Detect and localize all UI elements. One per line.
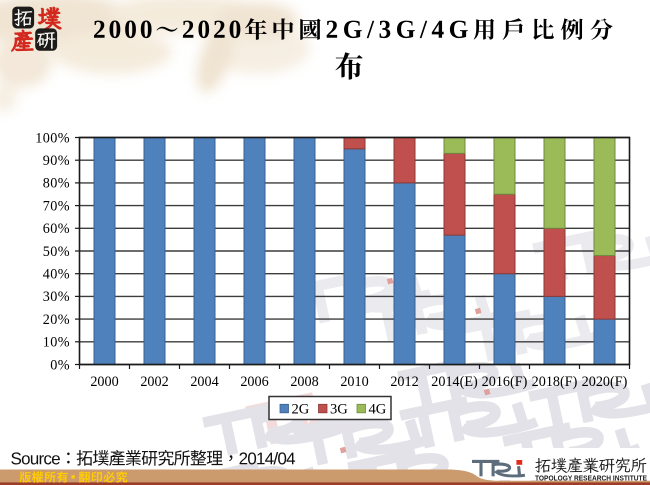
svg-text:2004: 2004 xyxy=(190,374,218,390)
svg-text:0%: 0% xyxy=(50,357,70,373)
svg-text:TOPOLOGY RESEARCH INSTITUTE: TOPOLOGY RESEARCH INSTITUTE xyxy=(535,475,647,482)
svg-text:70%: 70% xyxy=(43,198,70,214)
svg-text:2002: 2002 xyxy=(140,374,168,390)
svg-text:2018(F): 2018(F) xyxy=(532,374,578,390)
svg-text:2006: 2006 xyxy=(240,374,268,390)
svg-text:2016(F): 2016(F) xyxy=(482,374,528,390)
svg-text:100%: 100% xyxy=(35,130,70,146)
svg-text:20%: 20% xyxy=(43,312,70,328)
svg-text:3G: 3G xyxy=(330,401,348,417)
svg-text:2008: 2008 xyxy=(290,374,318,390)
svg-text:50%: 50% xyxy=(43,244,70,260)
svg-text:40%: 40% xyxy=(43,267,70,283)
svg-text:60%: 60% xyxy=(43,221,70,237)
svg-text:2G: 2G xyxy=(292,401,310,417)
svg-text:80%: 80% xyxy=(43,176,70,192)
svg-text:30%: 30% xyxy=(43,289,70,305)
svg-text:2012: 2012 xyxy=(390,374,418,390)
svg-text:90%: 90% xyxy=(43,153,70,169)
svg-text:2014(E): 2014(E) xyxy=(431,374,478,390)
svg-text:2010: 2010 xyxy=(340,374,368,390)
svg-text:4G: 4G xyxy=(369,401,387,417)
svg-text:2000: 2000 xyxy=(90,374,118,390)
svg-text:10%: 10% xyxy=(43,335,70,351)
svg-text:2020(F): 2020(F) xyxy=(582,374,628,390)
